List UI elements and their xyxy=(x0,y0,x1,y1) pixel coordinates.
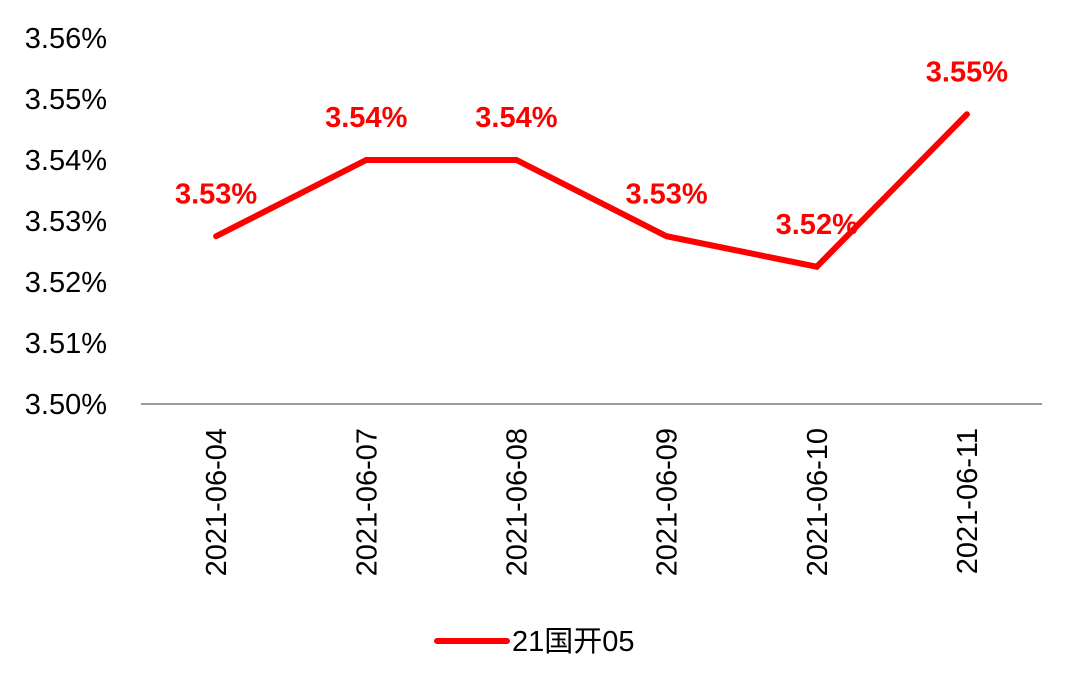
x-axis-ticks: 2021-06-04 2021-06-07 2021-06-08 2021-06-09… xyxy=(201,428,984,576)
x-tick-label: 2021-06-04 xyxy=(201,428,233,576)
y-tick-label: 3.54% xyxy=(25,145,107,177)
legend: 21国开05 xyxy=(434,626,635,658)
data-label: 3.54% xyxy=(475,102,557,134)
data-label: 3.55% xyxy=(926,56,1008,88)
y-tick-label: 3.50% xyxy=(25,389,107,421)
series-line xyxy=(213,111,970,271)
data-label: 3.52% xyxy=(776,209,858,241)
y-tick-label: 3.51% xyxy=(25,328,107,360)
x-tick-label: 2021-06-10 xyxy=(802,428,834,576)
legend-label: 21国开05 xyxy=(512,626,635,658)
y-tick-label: 3.53% xyxy=(25,206,107,238)
x-tick-label: 2021-06-07 xyxy=(351,428,383,576)
data-labels: 3.53% 3.54% 3.54% 3.53% 3.52% 3.55% xyxy=(175,56,1008,241)
y-tick-label: 3.55% xyxy=(25,84,107,116)
data-label: 3.53% xyxy=(625,178,707,210)
x-tick-label: 2021-06-11 xyxy=(952,428,984,574)
y-axis-ticks: 3.50% 3.51% 3.52% 3.53% 3.54% 3.55% 3.56% xyxy=(25,23,107,421)
y-tick-label: 3.52% xyxy=(25,267,107,299)
x-tick-label: 2021-06-09 xyxy=(652,428,684,576)
data-label: 3.53% xyxy=(175,178,257,210)
series-layer xyxy=(213,111,970,271)
data-label: 3.54% xyxy=(325,102,407,134)
y-tick-label: 3.56% xyxy=(25,23,107,55)
x-tick-label: 2021-06-08 xyxy=(501,428,533,576)
